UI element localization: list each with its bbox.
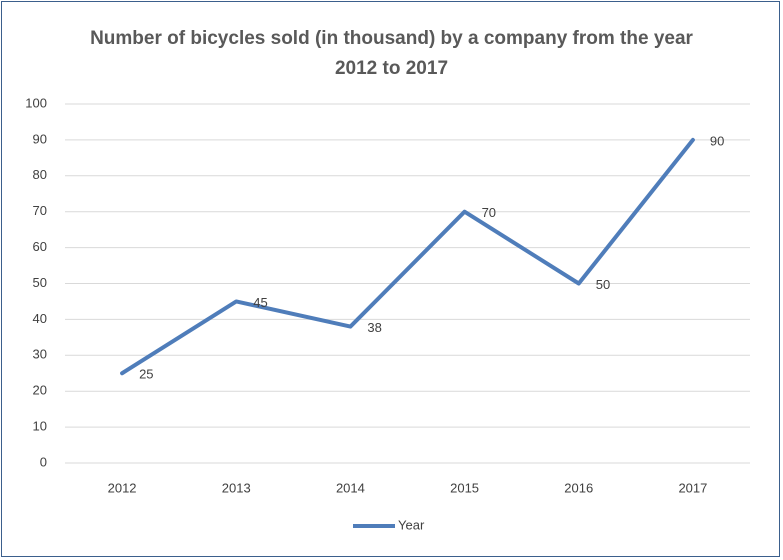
y-tick-label: 50 [33, 275, 47, 290]
y-tick-label: 80 [33, 167, 47, 182]
data-label: 70 [482, 205, 496, 220]
data-label: 38 [367, 320, 381, 335]
data-label: 25 [139, 367, 153, 382]
y-tick-label: 70 [33, 203, 47, 218]
legend-label: Year [398, 517, 425, 532]
x-tick-label: 2015 [450, 480, 479, 495]
x-tick-label: 2013 [222, 480, 251, 495]
y-tick-label: 10 [33, 419, 47, 434]
y-tick-label: 90 [33, 131, 47, 146]
y-tick-label: 40 [33, 311, 47, 326]
data-label: 50 [596, 277, 610, 292]
x-tick-label: 2016 [564, 480, 593, 495]
x-tick-label: 2014 [336, 480, 365, 495]
y-tick-label: 60 [33, 239, 47, 254]
y-tick-label: 100 [25, 95, 47, 110]
data-label: 45 [253, 295, 267, 310]
y-tick-label: 20 [33, 383, 47, 398]
chart-title: Number of bicycles sold (in thousand) by… [90, 28, 693, 79]
data-line [120, 137, 695, 376]
x-tick-label: 2017 [678, 480, 707, 495]
y-tick-label: 30 [33, 347, 47, 362]
y-tick-label: 0 [40, 454, 47, 469]
x-tick-label: 2012 [108, 480, 137, 495]
data-label: 90 [710, 133, 724, 148]
